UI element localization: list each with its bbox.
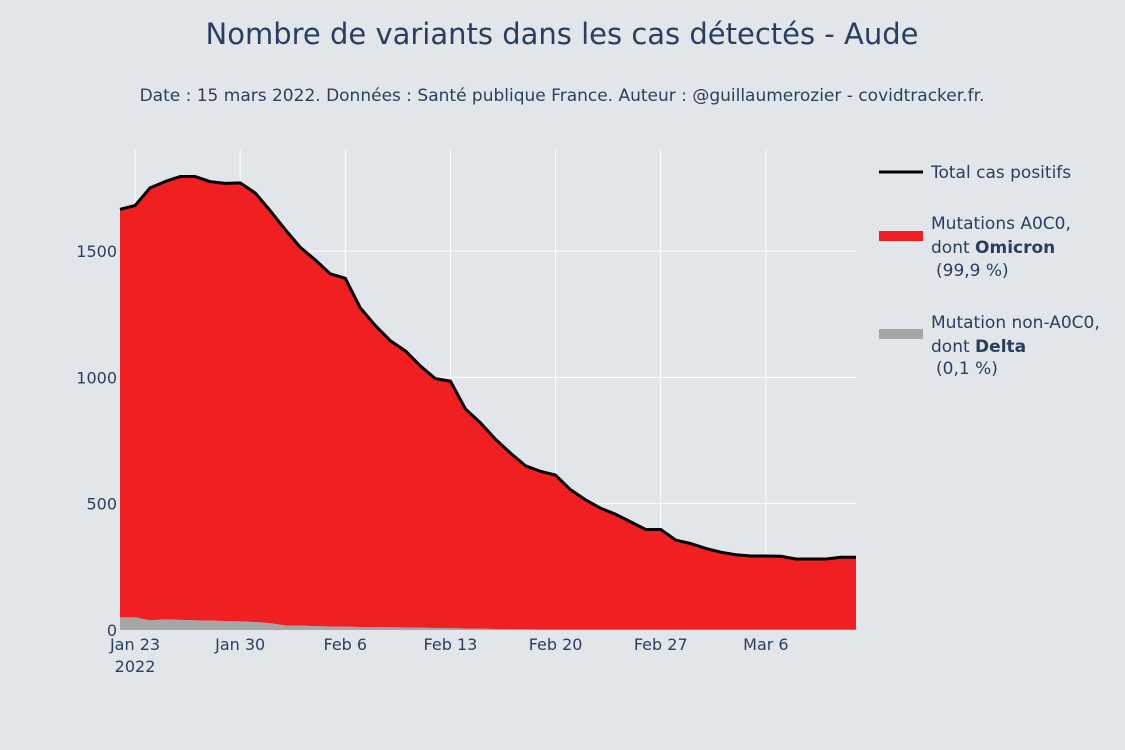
x-tick-label-6: Mar 6: [743, 635, 788, 654]
legend-item-total[interactable]: Total cas positifs: [879, 163, 1071, 183]
x-tick-sublabel-0: 2022: [115, 657, 156, 676]
x-axis-ticks: Jan 23 2022 Jan 30 Feb 6 Feb 13 Feb 20 Feb 27 M…: [109, 635, 789, 676]
line-total: [119, 175, 856, 561]
chart-subtitle: Date : 15 mars 2022. Données : Santé pub…: [140, 86, 985, 106]
x-tick-label-5: Feb 27: [634, 635, 688, 654]
y-tick-label-1: 500: [86, 495, 117, 514]
x-tick-label-4: Feb 20: [529, 635, 583, 654]
area-delta: [120, 617, 856, 630]
legend-label-delta-line2: dont Delta: [931, 337, 1026, 357]
legend-swatch-delta: [879, 329, 923, 339]
y-axis-ticks: 0 500 1000 1500: [76, 242, 117, 640]
x-tick-label-2: Feb 6: [324, 635, 368, 654]
legend-swatch-omicron: [879, 231, 923, 241]
area-omicron: [120, 176, 856, 630]
legend: Total cas positifs Mutations A0C0, dont …: [879, 163, 1100, 379]
y-tick-label-2: 1000: [76, 368, 117, 387]
x-tick-label-1: Jan 30: [214, 635, 265, 654]
legend-item-omicron[interactable]: Mutations A0C0, dont Omicron (99,9 %): [879, 214, 1071, 281]
legend-label-omicron-share: (99,9 %): [936, 261, 1009, 281]
y-tick-label-0: 0: [107, 621, 117, 640]
legend-label-omicron-line1: Mutations A0C0,: [931, 214, 1071, 234]
legend-label-delta-line1: Mutation non-A0C0,: [931, 313, 1100, 333]
legend-label-omicron-line2: dont Omicron: [931, 238, 1055, 258]
plot-areas: [119, 175, 856, 630]
y-tick-label-3: 1500: [76, 242, 117, 261]
legend-label-delta-share: (0,1 %): [936, 359, 998, 379]
chart-title: Nombre de variants dans les cas détectés…: [206, 17, 919, 51]
legend-label-total: Total cas positifs: [930, 163, 1071, 183]
x-tick-label-0: Jan 23: [109, 635, 160, 654]
x-tick-label-3: Feb 13: [424, 635, 478, 654]
legend-item-delta[interactable]: Mutation non-A0C0, dont Delta (0,1 %): [879, 313, 1100, 379]
